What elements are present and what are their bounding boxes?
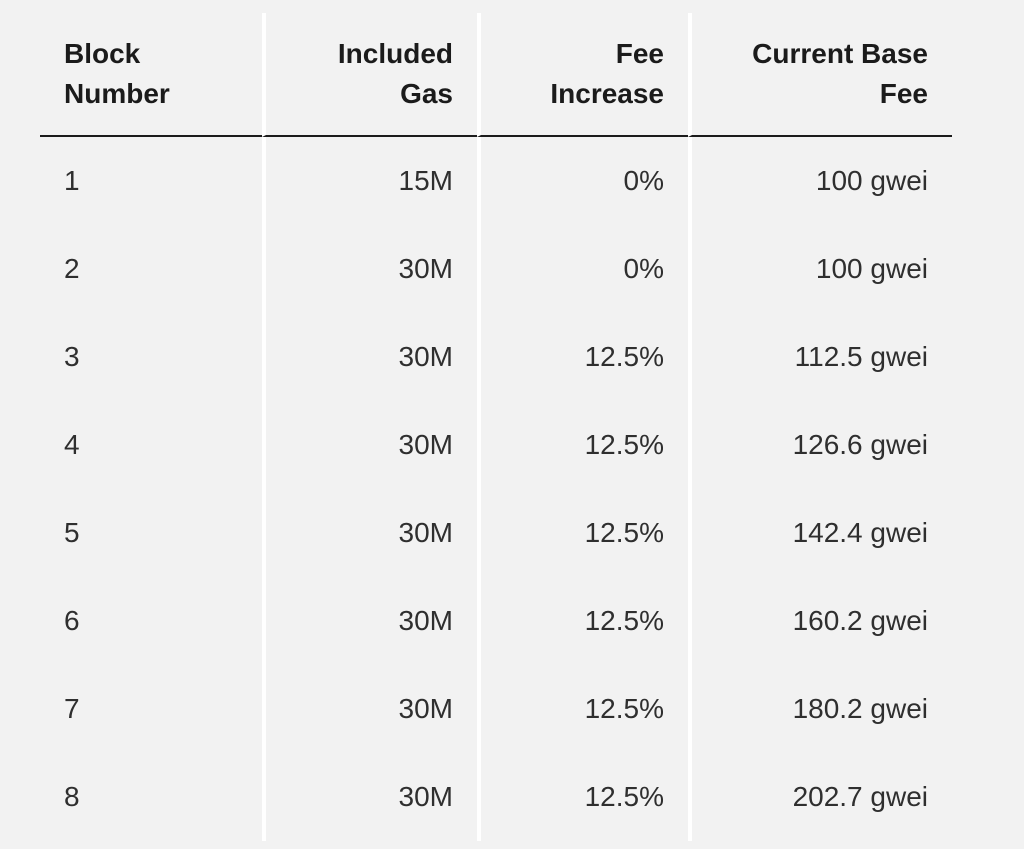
table-row: 2 30M 0% 100 gwei: [40, 225, 952, 313]
table-row: 6 30M 12.5% 160.2 gwei: [40, 577, 952, 665]
cell-current-base-fee: 112.5 gwei: [688, 313, 952, 401]
table-row: 7 30M 12.5% 180.2 gwei: [40, 665, 952, 753]
page: { "chart_data": { "type": "table", "titl…: [0, 13, 1024, 849]
cell-fee-increase: 12.5%: [477, 313, 688, 401]
cell-fee-increase: 12.5%: [477, 401, 688, 489]
cell-current-base-fee: 126.6 gwei: [688, 401, 952, 489]
cell-current-base-fee: 202.7 gwei: [688, 753, 952, 841]
column-header-current-base-fee: Current Base Fee: [688, 13, 952, 137]
cell-included-gas: 30M: [262, 313, 477, 401]
table-row: 1 15M 0% 100 gwei: [40, 137, 952, 225]
table-row: 8 30M 12.5% 202.7 gwei: [40, 753, 952, 841]
cell-fee-increase: 12.5%: [477, 489, 688, 577]
cell-block-number: 3: [64, 341, 80, 372]
cell-block-number: 5: [64, 517, 80, 548]
cell-included-gas: 30M: [262, 753, 477, 841]
header-line: Fee: [615, 38, 664, 69]
cell-block-number: 1: [64, 165, 80, 196]
cell-included-gas: 30M: [262, 577, 477, 665]
column-header-included-gas: Included Gas: [262, 13, 477, 137]
cell-block-number: 2: [64, 253, 80, 284]
header-line: Current Base: [752, 38, 928, 69]
cell-current-base-fee: 142.4 gwei: [688, 489, 952, 577]
cell-fee-increase: 0%: [477, 225, 688, 313]
cell-current-base-fee: 100 gwei: [688, 137, 952, 225]
cell-included-gas: 30M: [262, 225, 477, 313]
cell-included-gas: 15M: [262, 137, 477, 225]
header-row: Block Number Included Gas Fee Increase C…: [40, 13, 952, 137]
table-row: 3 30M 12.5% 112.5 gwei: [40, 313, 952, 401]
cell-included-gas: 30M: [262, 665, 477, 753]
cell-included-gas: 30M: [262, 401, 477, 489]
header-line: Gas: [400, 78, 453, 109]
cell-fee-increase: 12.5%: [477, 665, 688, 753]
table-row: 5 30M 12.5% 142.4 gwei: [40, 489, 952, 577]
cell-fee-increase: 12.5%: [477, 577, 688, 665]
header-line: Fee: [879, 78, 928, 109]
header-line: Included: [337, 38, 453, 69]
table-row: 4 30M 12.5% 126.6 gwei: [40, 401, 952, 489]
base-fee-table: Block Number Included Gas Fee Increase C…: [40, 13, 952, 841]
cell-block-number: 4: [64, 429, 80, 460]
cell-fee-increase: 12.5%: [477, 753, 688, 841]
header-line: Increase: [550, 78, 664, 109]
cell-block-number: 8: [64, 781, 80, 812]
header-line: Number: [64, 78, 170, 109]
cell-current-base-fee: 100 gwei: [688, 225, 952, 313]
cell-current-base-fee: 180.2 gwei: [688, 665, 952, 753]
table-body: 1 15M 0% 100 gwei 2 30M 0% 100 gwei 3 30…: [40, 137, 952, 841]
cell-fee-increase: 0%: [477, 137, 688, 225]
cell-block-number: 6: [64, 605, 80, 636]
cell-block-number: 7: [64, 693, 80, 724]
header-line: Block: [64, 38, 141, 69]
column-header-fee-increase: Fee Increase: [477, 13, 688, 137]
cell-included-gas: 30M: [262, 489, 477, 577]
cell-current-base-fee: 160.2 gwei: [688, 577, 952, 665]
column-header-block-number: Block Number: [40, 13, 262, 137]
